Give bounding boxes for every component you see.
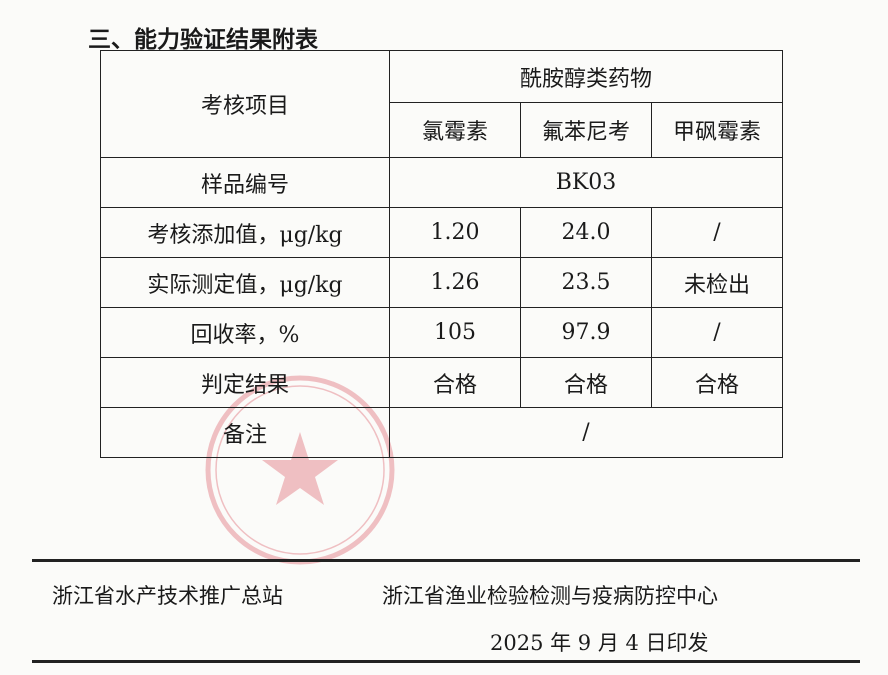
row-label: 备注: [100, 407, 390, 458]
cell: 97.9: [520, 307, 652, 358]
table-row: 备注 /: [100, 407, 783, 458]
cell: /: [651, 207, 783, 258]
row-label: 考核添加值，μg/kg: [100, 207, 390, 258]
footer-top-rule: [32, 559, 860, 562]
results-table: 考核项目 酰胺醇类药物 氯霉素 氟苯尼考 甲砜霉素 样品编号 BK03 考核添加…: [100, 50, 783, 458]
table-row: 判定结果 合格 合格 合格: [100, 357, 783, 408]
sample-id: BK03: [389, 157, 783, 208]
row-label: 判定结果: [100, 357, 390, 408]
issuing-org-1: 浙江省水产技术推广总站: [52, 584, 283, 608]
table-row: 样品编号 BK03: [100, 157, 783, 208]
footer-bottom-rule: [32, 660, 860, 663]
cell: 未检出: [651, 257, 783, 308]
row-label: 样品编号: [100, 157, 390, 208]
cell: 23.5: [520, 257, 652, 308]
cell: 合格: [651, 357, 783, 408]
cell: 1.20: [389, 207, 521, 258]
column-header: 氯霉素: [389, 102, 521, 158]
group-header: 酰胺醇类药物: [389, 50, 783, 103]
cell: /: [651, 307, 783, 358]
row-label: 回收率，%: [100, 307, 390, 358]
table-row: 实际测定值，μg/kg 1.26 23.5 未检出: [100, 257, 783, 308]
remark-value: /: [389, 407, 783, 458]
row-label: 实际测定值，μg/kg: [100, 257, 390, 308]
item-header: 考核项目: [100, 50, 390, 158]
column-header: 氟苯尼考: [520, 102, 652, 158]
table-row: 回收率，% 105 97.9 /: [100, 307, 783, 358]
section-title: 三、能力验证结果附表: [88, 27, 318, 53]
table-row: 考核添加值，μg/kg 1.20 24.0 /: [100, 207, 783, 258]
cell: 24.0: [520, 207, 652, 258]
cell: 1.26: [389, 257, 521, 308]
issuing-org-2: 浙江省渔业检验检测与疫病防控中心: [382, 584, 718, 608]
column-header: 甲砜霉素: [651, 102, 783, 158]
cell: 105: [389, 307, 521, 358]
cell: 合格: [389, 357, 521, 408]
cell: 合格: [520, 357, 652, 408]
issue-date: 2025 年 9 月 4 日印发: [490, 631, 709, 655]
